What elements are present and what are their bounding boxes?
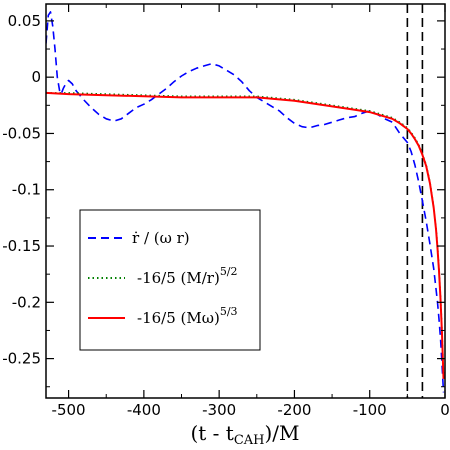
- legend-entry-sup: 5/3: [220, 305, 238, 318]
- y-tick-label: -0.25: [2, 350, 41, 368]
- legend-entry-main: -16/5 (Mω): [137, 309, 220, 327]
- x-axis-label: (t - tCAH)/M: [190, 421, 299, 448]
- y-tick-label: -0.05: [2, 124, 41, 142]
- legend-box: [79, 209, 261, 351]
- legend-entry: ṙ / (ω r): [132, 229, 190, 247]
- x-tick-label: -400: [127, 401, 161, 419]
- ticks: -500 -400 -300 -200 -100 0 0.05 0 -0.05 -0.1 -0.15…: [2, 4, 450, 419]
- legend-entry: -16/5 (M/r)5/2: [137, 265, 238, 287]
- y-tick-label: -0.15: [2, 237, 41, 255]
- x-axis-label-tail: )/M: [265, 421, 300, 445]
- legend: ṙ / (ω r) -16/5 (M/r)5/2 -16/5 (Mω)5/3: [79, 209, 261, 351]
- x-tick-label: 0: [440, 401, 450, 419]
- x-axis-label-main: (t - t: [190, 421, 233, 445]
- x-tick-label: -100: [353, 401, 387, 419]
- legend-entry-main: ṙ / (ω r): [132, 229, 190, 247]
- x-axis-label-sub: CAH: [234, 433, 265, 448]
- x-tick-label: -500: [52, 401, 86, 419]
- legend-entry-sup: 5/2: [220, 265, 238, 278]
- y-tick-label: 0: [31, 68, 41, 86]
- y-tick-label: -0.1: [12, 181, 41, 199]
- legend-entry: -16/5 (Mω)5/3: [137, 305, 238, 327]
- series-line: [46, 91, 445, 379]
- x-tick-label: -200: [277, 401, 311, 419]
- x-tick-label: -300: [202, 401, 236, 419]
- y-tick-label: 0.05: [8, 12, 41, 30]
- plot-frame: [45, 3, 446, 399]
- series-line: [46, 92, 445, 376]
- y-tick-label: -0.2: [12, 293, 41, 311]
- legend-entry-main: -16/5 (M/r): [137, 269, 220, 287]
- series-layer: [46, 11, 445, 393]
